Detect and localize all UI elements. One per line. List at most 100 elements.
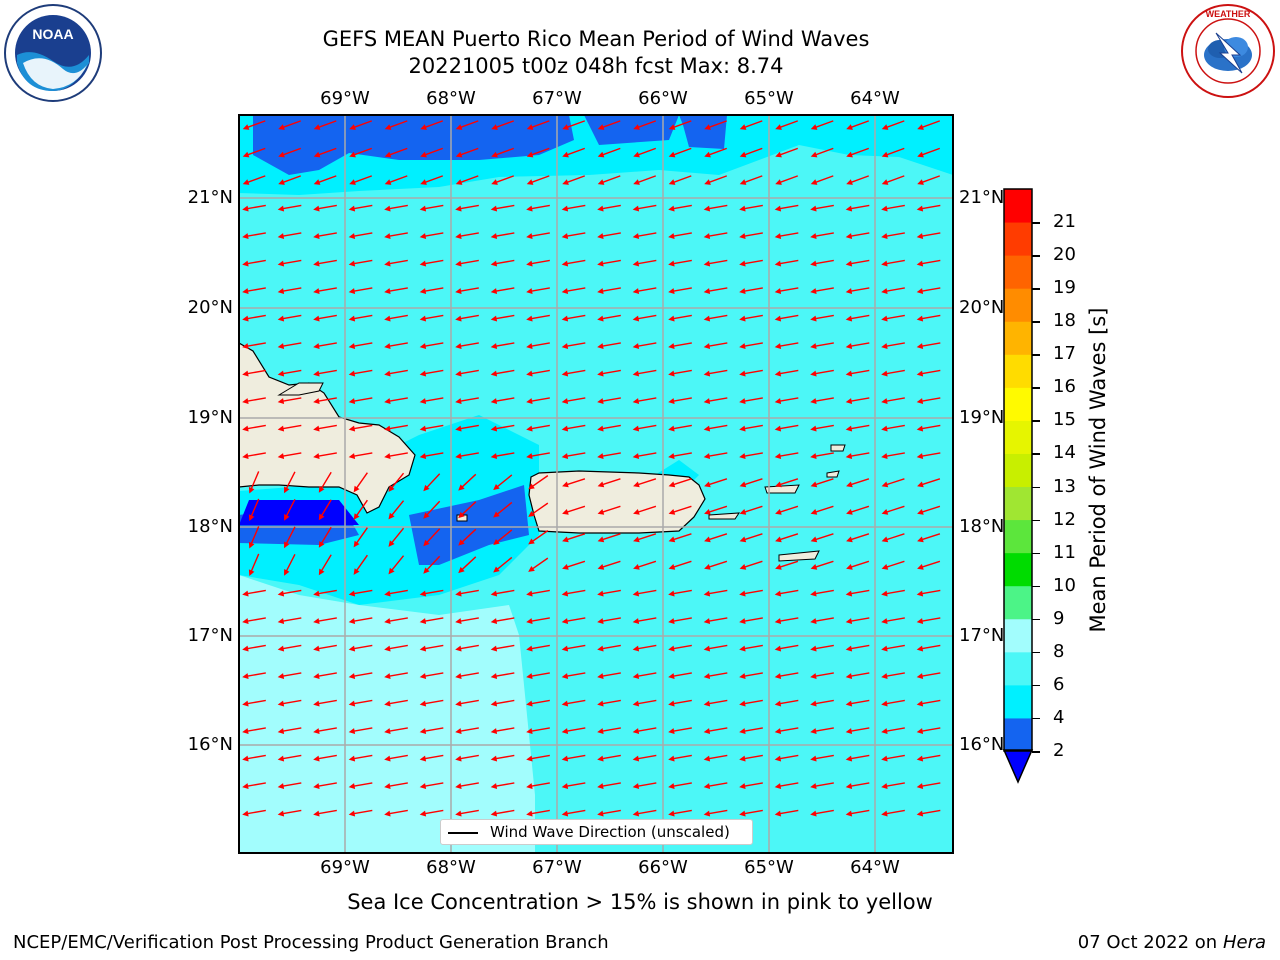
- wave-direction-arrow: [490, 232, 515, 239]
- wave-direction-arrow: [739, 699, 763, 707]
- wave-direction-arrow: [632, 424, 657, 432]
- wave-direction-arrow: [704, 533, 728, 543]
- wave-direction-arrow: [597, 782, 621, 789]
- wave-direction-arrow: [419, 782, 444, 789]
- wave-direction-arrow: [313, 259, 337, 267]
- wave-direction-arrow: [353, 499, 368, 520]
- footer-branch: NCEP/EMC/Verification Post Processing Pr…: [13, 932, 609, 953]
- wave-direction-arrow: [528, 502, 549, 517]
- wave-direction-arrow: [384, 754, 408, 762]
- wave-direction-arrow: [597, 147, 621, 158]
- wave-direction-arrow: [668, 424, 692, 432]
- wave-direction-arrow: [846, 505, 870, 515]
- wave-direction-arrow: [490, 424, 515, 432]
- wave-direction-arrow: [881, 287, 905, 294]
- wave-direction-arrow: [739, 727, 763, 734]
- wave-direction-arrow: [917, 478, 941, 488]
- wave-direction-arrow: [526, 232, 550, 239]
- wave-direction-arrow: [846, 533, 870, 543]
- wave-direction-arrow: [455, 314, 479, 322]
- colorbar-segment: [1004, 321, 1032, 355]
- wave-direction-arrow: [388, 527, 405, 547]
- wave-direction-arrow: [561, 727, 586, 734]
- wave-direction-arrow: [810, 147, 834, 158]
- wave-direction-arrow: [455, 452, 479, 459]
- wave-direction-arrow: [561, 452, 586, 459]
- wave-direction-arrow: [739, 424, 763, 432]
- wave-direction-arrow: [632, 754, 657, 762]
- wave-direction-arrow: [668, 204, 692, 212]
- wave-direction-arrow: [668, 699, 692, 707]
- wave-direction-arrow: [739, 672, 763, 679]
- wave-direction-arrow: [704, 147, 728, 158]
- wave-direction-arrow: [242, 232, 266, 239]
- wave-direction-arrow: [562, 533, 586, 543]
- wave-direction-arrow: [916, 314, 941, 322]
- wave-direction-arrow: [810, 505, 834, 515]
- wave-direction-arrow: [277, 727, 302, 734]
- wave-direction-arrow: [739, 560, 763, 570]
- wave-direction-arrow: [493, 529, 513, 546]
- wave-direction-arrow: [845, 397, 870, 404]
- lat-label-left: 21°N: [187, 187, 233, 208]
- noaa-logo: NOAA: [4, 4, 102, 102]
- wave-direction-arrow: [526, 342, 550, 349]
- wave-direction-arrow: [490, 782, 515, 789]
- wave-direction-arrow: [916, 287, 941, 294]
- footer-date-text: 07 Oct 2022 on: [1077, 932, 1223, 953]
- wave-direction-arrow: [633, 533, 657, 543]
- wave-direction-arrow: [384, 617, 408, 624]
- wave-direction-arrow: [668, 644, 692, 652]
- wave-direction-arrow: [739, 204, 763, 212]
- wave-direction-arrow: [419, 452, 444, 459]
- wave-direction-arrow: [632, 727, 657, 734]
- wave-direction-arrow: [562, 505, 586, 515]
- wave-direction-arrow: [423, 473, 441, 492]
- wave-direction-arrow: [526, 314, 550, 322]
- wave-direction-arrow: [881, 782, 905, 789]
- colorbar-tick-mark: [1032, 684, 1040, 687]
- wave-direction-arrow: [810, 314, 834, 322]
- wave-direction-arrow: [313, 342, 337, 349]
- colorbar-tick-mark: [1032, 354, 1040, 356]
- wave-direction-arrow: [348, 424, 373, 432]
- wave-direction-arrow: [774, 672, 799, 679]
- wave-direction-arrow: [632, 369, 657, 377]
- wave-direction-arrow: [633, 505, 657, 515]
- lat-label-right: 20°N: [959, 297, 1005, 318]
- wave-direction-arrow: [384, 232, 408, 239]
- wave-direction-arrow: [845, 259, 870, 267]
- field-2-4-north-mid: [584, 115, 679, 145]
- wave-direction-arrow: [810, 175, 834, 185]
- colorbar-segment: [1004, 585, 1032, 620]
- lat-label-right: 17°N: [959, 625, 1005, 646]
- wave-direction-arrow: [526, 259, 550, 267]
- wave-direction-arrow: [845, 782, 870, 789]
- wave-direction-arrow: [881, 617, 905, 624]
- wave-direction-arrow: [739, 287, 763, 294]
- wave-direction-arrow: [384, 397, 408, 404]
- colorbar-tick-mark: [1032, 222, 1040, 224]
- colorbar-tick-mark: [1032, 651, 1040, 654]
- wave-direction-arrow: [384, 147, 408, 158]
- colorbar-segment: [1004, 519, 1032, 554]
- wave-direction-arrow: [388, 555, 405, 575]
- wave-direction-arrow: [526, 754, 550, 762]
- wave-direction-arrow: [668, 672, 692, 679]
- wave-direction-arrow: [313, 120, 337, 130]
- field-8-9-south: [239, 575, 535, 853]
- wave-direction-arrow: [774, 617, 799, 624]
- wave-direction-arrow: [384, 644, 408, 652]
- wave-direction-arrow: [810, 672, 834, 679]
- lon-label-top: 67°W: [532, 88, 582, 109]
- wave-direction-arrow: [490, 314, 515, 322]
- lon-label-top: 68°W: [426, 88, 476, 109]
- wave-direction-arrow: [668, 397, 692, 404]
- wave-direction-arrow: [526, 369, 550, 377]
- wave-direction-arrow: [846, 175, 870, 185]
- wave-direction-arrow: [242, 452, 266, 459]
- wave-direction-arrow: [881, 424, 905, 432]
- lon-label-top: 64°W: [850, 88, 900, 109]
- wave-direction-arrow: [318, 526, 332, 548]
- wave-direction-arrow: [562, 478, 586, 488]
